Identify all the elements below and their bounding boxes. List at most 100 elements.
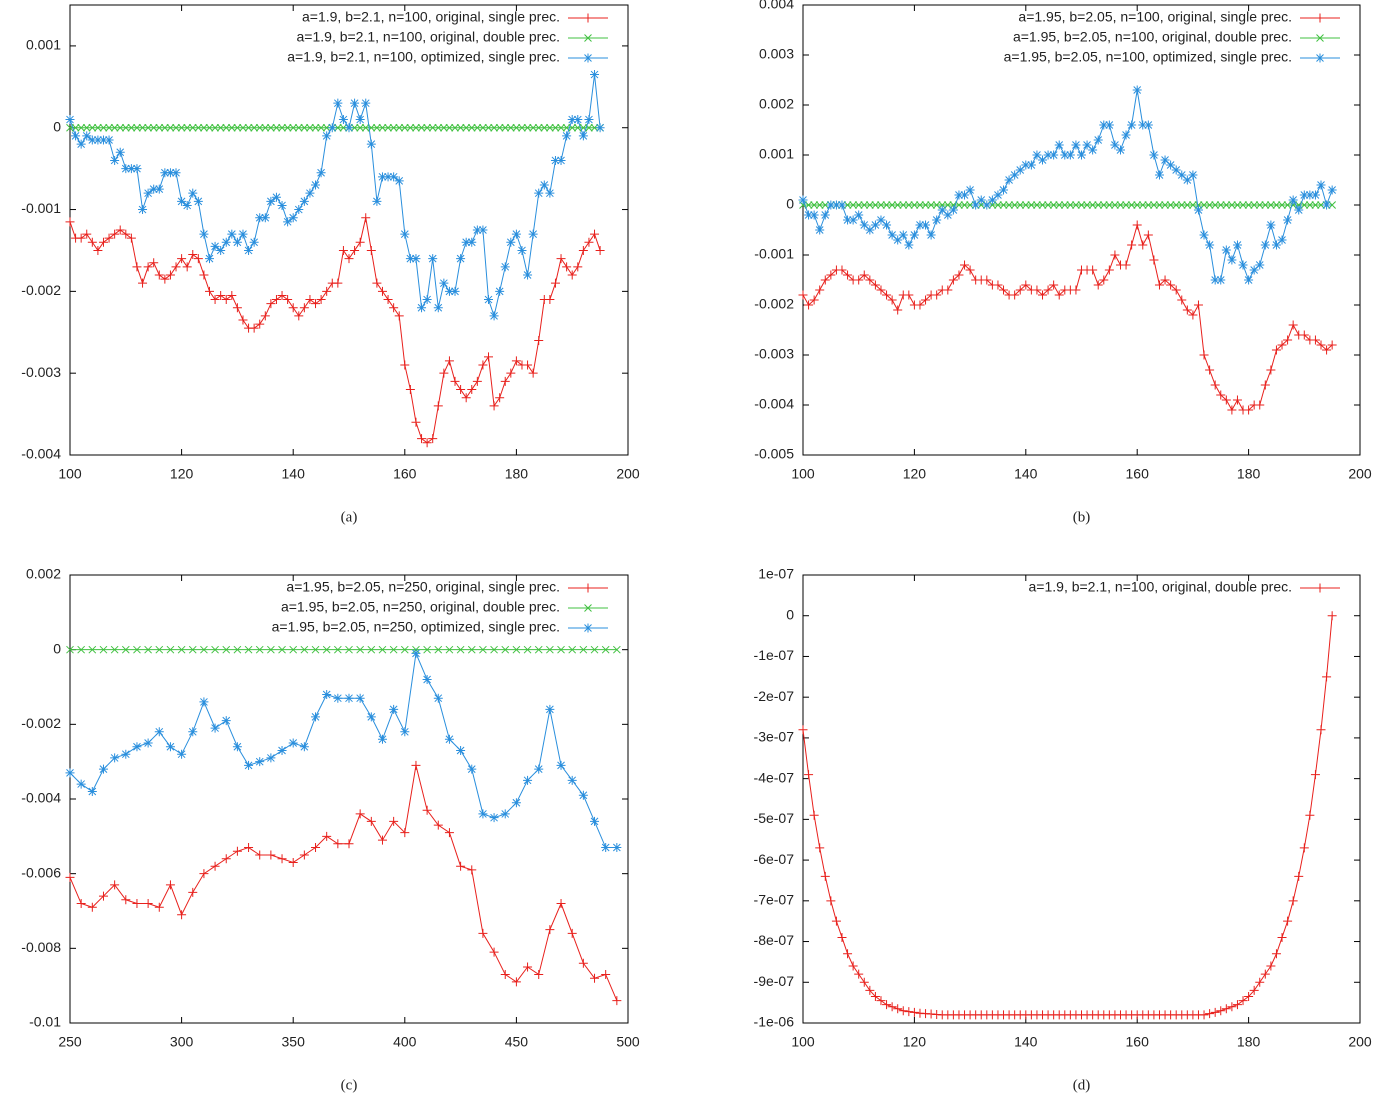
point [65,768,75,778]
point [205,254,214,264]
point [94,123,102,132]
point [798,725,808,735]
point [1177,295,1187,305]
point [444,828,454,838]
point [523,645,532,654]
point [154,270,164,280]
point [1216,390,1226,400]
point [1193,205,1203,215]
point [182,262,192,272]
point [366,245,376,255]
point [1150,201,1158,209]
point [982,275,992,285]
point [479,123,487,132]
point [1166,280,1176,290]
point [400,645,409,654]
point [467,645,476,654]
legend-marker [1315,13,1325,23]
point [831,916,841,926]
point [389,816,399,826]
point [143,188,153,198]
point [523,962,533,972]
point [523,270,533,280]
point [238,315,248,325]
point [921,201,930,209]
point [898,230,908,240]
point [121,164,131,174]
point [93,245,103,255]
point [356,123,365,132]
y-tick-label: -1e-06 [754,1014,795,1030]
point [1032,285,1042,295]
point [826,896,836,906]
point [188,887,198,897]
point [871,201,880,209]
point [1221,245,1231,255]
point [439,368,449,378]
point [1054,290,1064,300]
point [88,123,97,132]
x-tick-label: 200 [616,466,640,482]
point [115,147,125,157]
point [244,843,254,853]
x-tick-label: 100 [791,1034,815,1050]
point [165,880,175,890]
point [433,401,443,411]
point [467,385,477,395]
point [210,861,220,871]
point [138,123,147,132]
point [1327,340,1337,350]
point [149,184,159,194]
point [216,290,226,300]
point [417,303,427,313]
point [1149,255,1159,265]
legend-marker [1315,583,1325,593]
point [848,215,858,225]
point [232,742,242,752]
point [87,787,97,797]
point [121,123,130,132]
point [882,220,892,230]
point [545,704,555,714]
point [199,869,209,879]
point [993,280,1003,290]
point [893,235,903,245]
point [71,131,81,141]
point [472,376,482,386]
point [355,237,365,247]
point [456,645,465,654]
point [350,123,359,132]
y-tick-label: -0.002 [21,282,61,298]
point [578,131,588,141]
point [82,229,92,239]
point [110,123,119,132]
x-tick-label: 200 [1348,1034,1372,1050]
point [528,229,538,239]
point [395,123,404,132]
point [1250,201,1259,209]
point [865,201,874,209]
point [76,779,86,789]
legend-label: a=1.95, b=2.05, n=250, optimized, single… [272,619,560,635]
point [311,299,321,309]
point [809,295,819,305]
point [909,1007,919,1017]
point [121,749,131,759]
legend-label: a=1.9, b=2.1, n=100, original, double pr… [1029,579,1292,595]
point [294,311,304,321]
point [567,775,577,785]
point [1082,140,1092,150]
point [1305,810,1315,820]
point [233,645,242,654]
point [205,286,214,296]
point [366,712,376,722]
point [183,123,192,132]
point [843,201,852,209]
point [1027,201,1036,209]
point [1261,201,1270,209]
point [489,813,499,823]
point [1154,280,1164,290]
point [461,393,471,403]
point [149,258,159,268]
point [1010,201,1019,209]
